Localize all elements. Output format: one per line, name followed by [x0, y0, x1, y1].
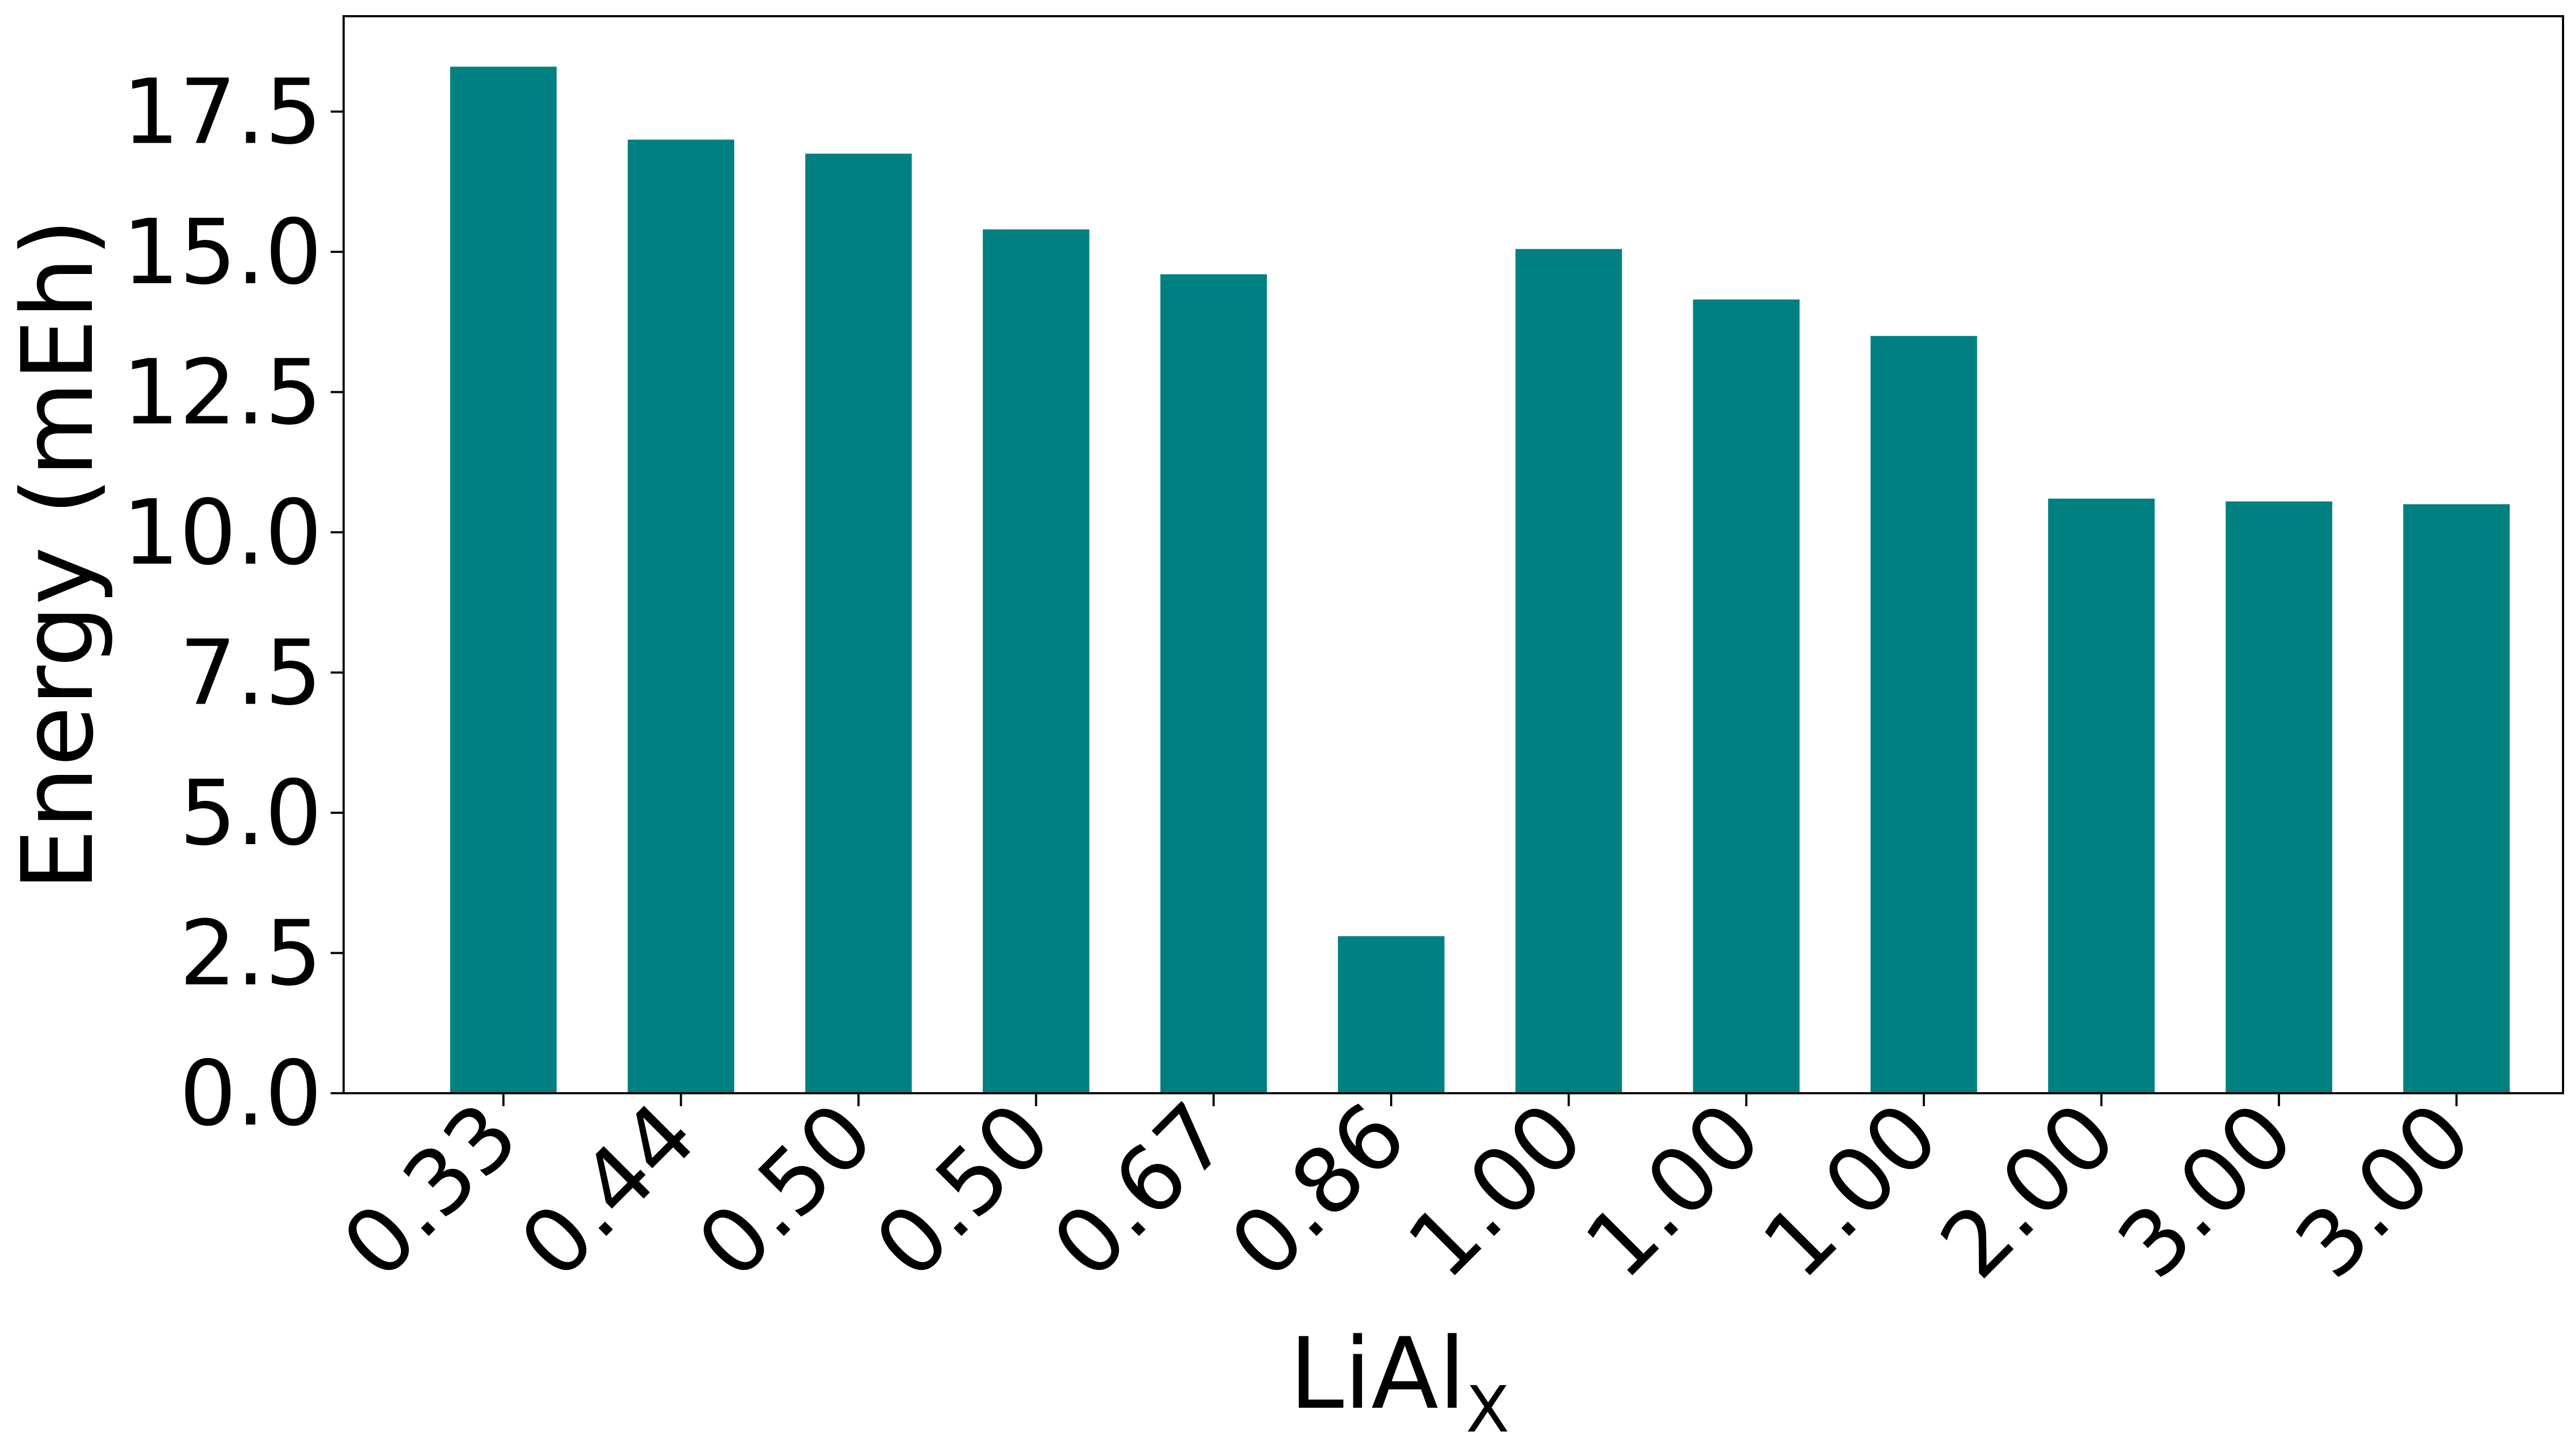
x-tick-label-10: 3.00 [2099, 1083, 2314, 1299]
x-tick-label-0: 0.33 [323, 1083, 538, 1299]
bar-3 [983, 229, 1090, 1094]
bar-1 [627, 139, 735, 1093]
x-tick-label-6: 1.00 [1388, 1083, 1604, 1299]
y-axis-title: Energy (mEh) [1, 218, 115, 891]
y-tick-label-0: 0.0 [179, 1042, 322, 1146]
bar-4 [1160, 274, 1267, 1093]
bar-9 [2048, 498, 2155, 1093]
x-axis-ticks: 0.330.440.500.500.670.861.001.001.002.00… [323, 1083, 2491, 1299]
x-tick-label-1: 0.44 [501, 1083, 716, 1299]
x-tick-label-4: 0.67 [1034, 1083, 1249, 1299]
x-tick-label-9: 2.00 [1921, 1083, 2136, 1299]
y-tick-label-1: 2.5 [179, 901, 322, 1006]
y-tick-label-2: 5.0 [179, 761, 322, 866]
x-tick-label-2: 0.50 [679, 1083, 894, 1299]
plot-frame [343, 15, 2564, 1094]
bar-11 [2403, 504, 2510, 1093]
x-tick-label-11: 3.00 [2276, 1083, 2491, 1299]
x-axis-title-main: LiAl [1289, 1316, 1466, 1431]
y-tick-label-6: 15.0 [122, 200, 322, 305]
bar-7 [1693, 299, 1800, 1094]
bar-8 [1870, 336, 1977, 1093]
bar-0 [450, 66, 557, 1093]
x-tick-label-8: 1.00 [1743, 1083, 1958, 1299]
bar-6 [1515, 249, 1622, 1093]
bar-5 [1338, 936, 1445, 1093]
x-tick-label-5: 0.86 [1211, 1083, 1426, 1299]
y-axis-ticks: 0.0 2.5 5.0 7.5 10.0 12.5 15.0 17.5 [122, 60, 344, 1146]
y-tick-label-5: 12.5 [122, 340, 322, 445]
bar-2 [805, 153, 912, 1094]
bars-group [450, 66, 2510, 1094]
bar-10 [2225, 501, 2332, 1094]
x-tick-label-7: 1.00 [1566, 1083, 1781, 1299]
y-tick-label-7: 17.5 [122, 60, 322, 164]
x-tick-label-3: 0.50 [856, 1083, 1071, 1299]
x-axis-title-subscript: X [1466, 1372, 1510, 1438]
y-tick-label-4: 10.0 [122, 481, 322, 585]
x-axis-title: LiAlX [1289, 1316, 1510, 1438]
y-tick-label-3: 7.5 [179, 621, 322, 725]
